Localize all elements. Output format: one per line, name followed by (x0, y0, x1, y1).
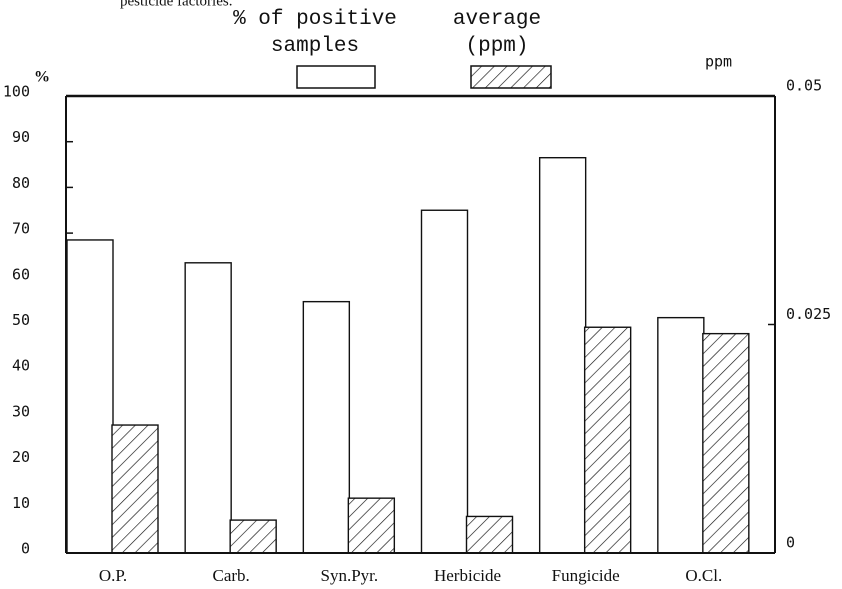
y-axis-label: % (34, 69, 50, 86)
legend-label: % of positive samples (233, 8, 397, 58)
y2-tick-label: 0.025 (786, 305, 831, 323)
x-tick-label: O.P. (99, 566, 127, 585)
bar (184, 262, 232, 554)
y-tick-label: 50 (12, 311, 30, 329)
legend-swatch (470, 65, 552, 89)
legend-swatch (296, 65, 376, 89)
y2-tick-label: 0.05 (786, 77, 822, 95)
bar (347, 497, 396, 554)
y-tick-label: 70 (12, 220, 30, 238)
y-tick-label: 80 (12, 174, 30, 192)
x-tick-label: Herbicide (434, 566, 501, 585)
x-tick-label: Fungicide (552, 566, 620, 585)
x-tick-label: Syn.Pyr. (321, 566, 379, 585)
bar (465, 515, 514, 554)
y-tick-label: 60 (12, 265, 30, 283)
bar (583, 326, 632, 554)
caption: pesticide factories. (120, 0, 232, 9)
y-tick-label: 20 (12, 448, 30, 466)
bar (702, 332, 750, 554)
bar (302, 300, 351, 554)
y-tick-label: 100 (3, 83, 30, 101)
y-tick-label: 40 (12, 357, 30, 375)
x-tick-label: O.Cl. (685, 566, 722, 585)
y-tick-label: 10 (12, 494, 30, 512)
bar (538, 156, 587, 554)
legend-label: average (ppm) (452, 8, 542, 58)
y2-axis-label: ppm (705, 53, 732, 71)
bar (657, 316, 705, 554)
bar (111, 424, 159, 554)
x-tick-label: Carb. (213, 566, 250, 585)
y-tick-label: 90 (12, 128, 30, 146)
bar (66, 239, 114, 554)
y2-tick-label: 0 (786, 534, 795, 552)
bar (229, 519, 277, 554)
y-tick-label: 30 (12, 402, 30, 420)
y-tick-label: 0 (21, 540, 30, 558)
bar (420, 209, 469, 554)
